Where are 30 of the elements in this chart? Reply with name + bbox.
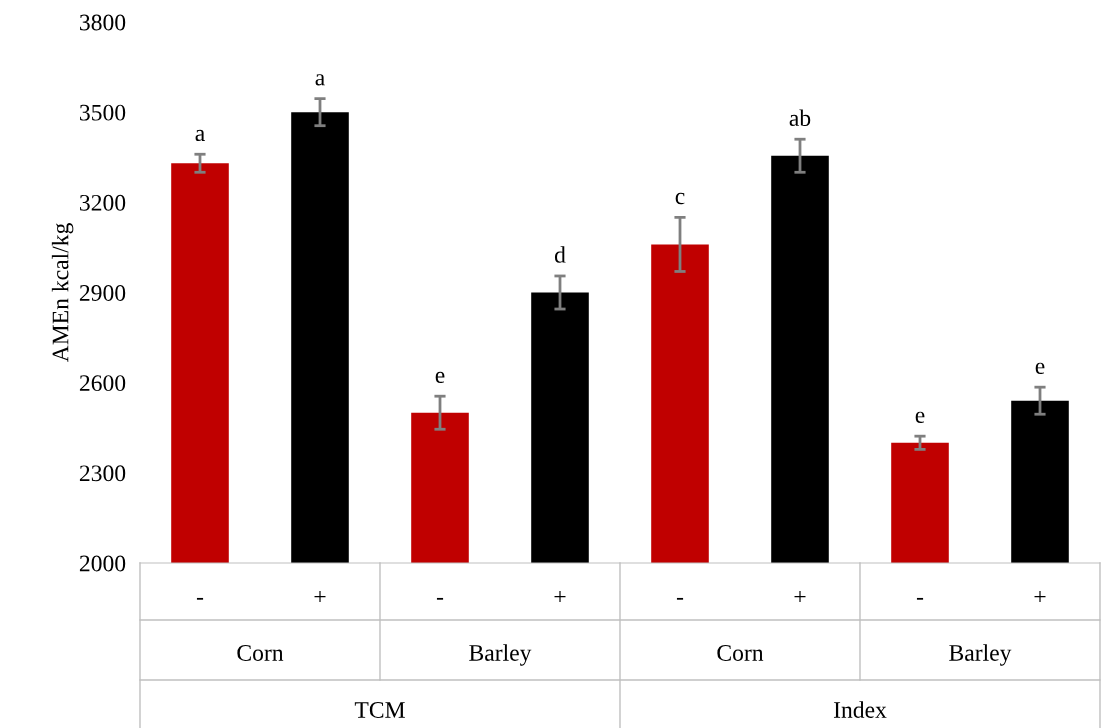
data-label: e: [435, 371, 445, 384]
data-label: a: [195, 129, 205, 142]
text: Corn: [717, 645, 764, 661]
text: Index: [833, 701, 887, 718]
y-axis-title: AMEn kcal/kg: [51, 223, 74, 363]
y-tick-label: 3800: [80, 14, 126, 31]
y-tick-label: 2600: [79, 375, 126, 392]
y-tick-label: 2300: [79, 465, 126, 482]
text: TCM: [354, 702, 405, 718]
y-tick-label: 2000: [79, 555, 126, 572]
x-tick-label: +: [794, 591, 806, 603]
x-tick-label: -: [196, 597, 204, 600]
x-tick-label: +: [314, 591, 326, 603]
text: Corn: [237, 645, 284, 661]
x-tick-label: +: [1034, 591, 1046, 603]
data-label: e: [1035, 362, 1045, 375]
text: Barley: [469, 644, 532, 666]
data-label: c: [675, 192, 685, 205]
data-label: ab: [789, 109, 811, 127]
x-tick-label: -: [436, 597, 444, 600]
data-label: a: [315, 74, 325, 86]
data-label: d: [554, 246, 566, 263]
y-tick-label: 3200: [80, 194, 126, 211]
x-tick-label: -: [916, 597, 924, 600]
x-tick-label: -: [676, 597, 684, 600]
data-label: e: [915, 411, 925, 424]
y-tick-label: 3500: [80, 104, 126, 121]
x-tick-label: +: [554, 591, 566, 603]
y-tick-label: 2900: [79, 284, 126, 301]
text: Barley: [949, 644, 1012, 666]
